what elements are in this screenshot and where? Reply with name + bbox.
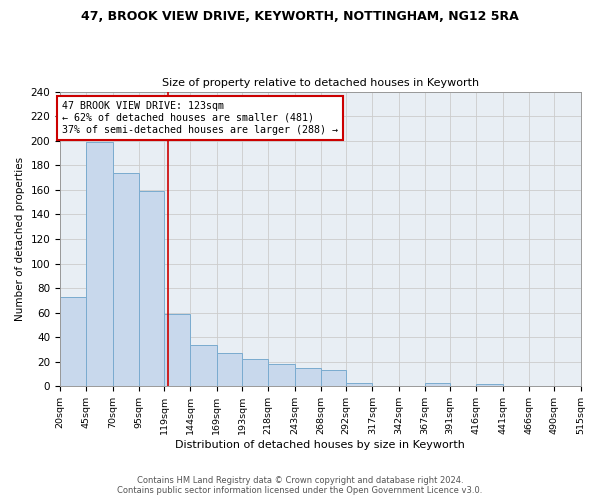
Bar bbox=[295, 368, 321, 386]
X-axis label: Distribution of detached houses by size in Keyworth: Distribution of detached houses by size … bbox=[175, 440, 465, 450]
Bar bbox=[164, 314, 190, 386]
Text: Contains HM Land Registry data © Crown copyright and database right 2024.
Contai: Contains HM Land Registry data © Crown c… bbox=[118, 476, 482, 495]
Bar bbox=[190, 344, 217, 387]
Bar bbox=[346, 382, 373, 386]
Bar bbox=[139, 191, 164, 386]
Bar bbox=[242, 360, 268, 386]
Bar bbox=[113, 172, 139, 386]
Bar bbox=[60, 296, 86, 386]
Bar bbox=[476, 384, 503, 386]
Bar bbox=[86, 142, 113, 386]
Bar bbox=[217, 353, 242, 386]
Title: Size of property relative to detached houses in Keyworth: Size of property relative to detached ho… bbox=[162, 78, 479, 88]
Bar bbox=[425, 382, 450, 386]
Text: 47, BROOK VIEW DRIVE, KEYWORTH, NOTTINGHAM, NG12 5RA: 47, BROOK VIEW DRIVE, KEYWORTH, NOTTINGH… bbox=[81, 10, 519, 23]
Text: 47 BROOK VIEW DRIVE: 123sqm
← 62% of detached houses are smaller (481)
37% of se: 47 BROOK VIEW DRIVE: 123sqm ← 62% of det… bbox=[62, 102, 338, 134]
Bar bbox=[268, 364, 295, 386]
Y-axis label: Number of detached properties: Number of detached properties bbox=[15, 157, 25, 321]
Bar bbox=[321, 370, 346, 386]
